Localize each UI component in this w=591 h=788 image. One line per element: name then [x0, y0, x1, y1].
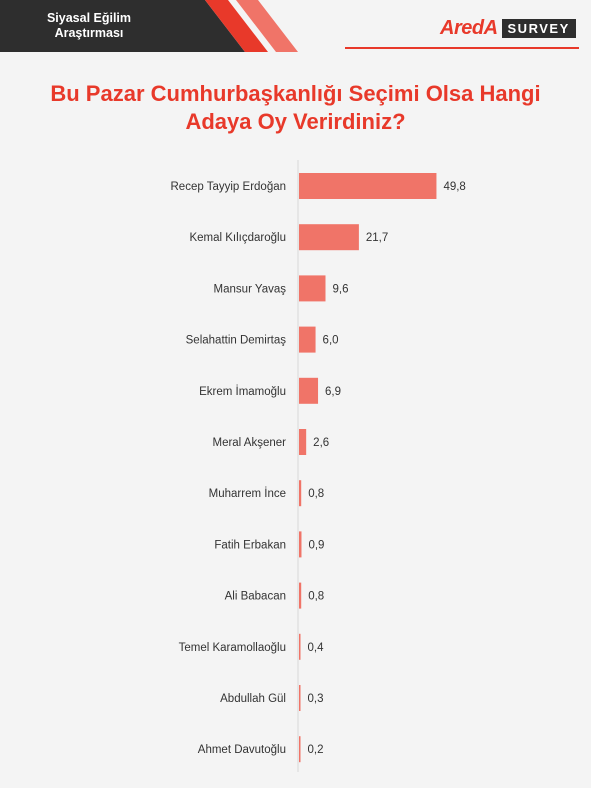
- category-label: Muharrem İnce: [209, 487, 286, 500]
- category-label: Temel Karamollaoğlu: [179, 642, 286, 654]
- bar: [299, 275, 326, 302]
- bar: [299, 429, 307, 455]
- category-label: Ali Babacan: [225, 591, 286, 603]
- chart-title-line2: Adaya Oy Verirdiniz?: [185, 109, 406, 134]
- areda-survey-logo: AredA SURVEY: [440, 16, 576, 40]
- category-label: Recep Tayyip Erdoğan: [171, 181, 287, 193]
- logo-survey-badge: SURVEY: [501, 18, 576, 38]
- value-label: 0,3: [308, 693, 324, 705]
- bar: [299, 480, 302, 507]
- value-label: 0,9: [308, 539, 324, 551]
- category-label: Kemal Kılıçdaroğlu: [189, 232, 286, 244]
- bar: [299, 224, 359, 251]
- category-label: Meral Akşener: [212, 437, 286, 449]
- category-label: Ahmet Davutoğlu: [198, 744, 286, 756]
- category-label: Fatih Erbakan: [214, 539, 286, 551]
- value-label: 6,9: [325, 386, 341, 398]
- report-label: Siyasal Eğilim Araştırması: [14, 11, 164, 41]
- report-label-line2: Araştırması: [54, 26, 124, 40]
- value-label: 6,0: [323, 335, 339, 347]
- value-label: 0,8: [308, 488, 324, 500]
- header-light-stripe: [236, 0, 298, 52]
- header-dark-band: [0, 0, 245, 52]
- bar: [299, 582, 302, 609]
- bar: [299, 633, 301, 660]
- bar: [299, 326, 316, 353]
- value-label: 21,7: [366, 232, 388, 244]
- value-label: 0,4: [308, 642, 325, 654]
- bar: [299, 531, 302, 558]
- value-label: 0,8: [308, 591, 324, 603]
- value-label: 2,6: [313, 437, 329, 449]
- header-red-stripe: [205, 0, 268, 52]
- category-label: Abdullah Gül: [220, 693, 286, 705]
- report-label-line1: Siyasal Eğilim: [46, 11, 132, 25]
- chart-title: Bu Pazar Cumhurbaşkanlığı Seçimi Olsa Ha…: [20, 80, 571, 136]
- bar: [299, 736, 301, 763]
- chart-title-line1: Bu Pazar Cumhurbaşkanlığı Seçimi Olsa Ha…: [50, 81, 541, 106]
- header-graphic: [0, 0, 298, 52]
- value-label: 9,6: [332, 283, 348, 295]
- category-label: Selahattin Demirtaş: [186, 335, 287, 347]
- value-label: 49,8: [443, 181, 465, 193]
- bar: [299, 173, 437, 199]
- header-banner: Siyasal Eğilim Araştırması AredA SURVEY: [0, 0, 591, 60]
- category-label: Ekrem İmamoğlu: [199, 385, 286, 398]
- logo-wordmark: AredA: [440, 16, 498, 39]
- bar: [299, 685, 301, 711]
- category-label: Mansur Yavaş: [214, 283, 287, 295]
- bar: [299, 377, 319, 404]
- value-label: 0,2: [308, 744, 324, 756]
- logo-underline: [345, 47, 579, 49]
